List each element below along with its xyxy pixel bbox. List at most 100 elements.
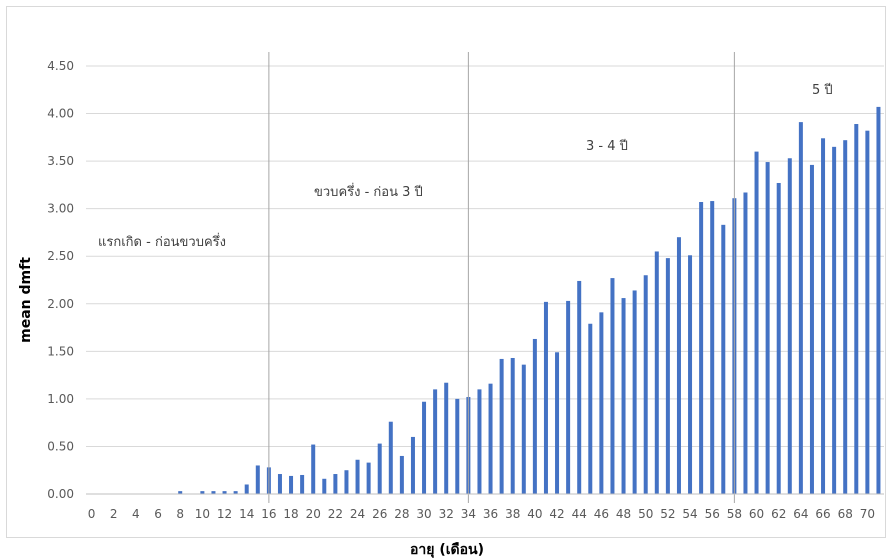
x-axis-ticks: 0 2 4 6 8 10 12 14 16 18 20 22 24 26 28 30 32 34 36 38 40 42 4… — [88, 507, 875, 521]
x-tick-label: 6 — [154, 507, 162, 521]
x-tick-label: 20 — [306, 507, 321, 521]
bar — [865, 130, 870, 495]
bar — [322, 478, 327, 494]
x-tick-label: 10 — [195, 507, 210, 521]
bar — [233, 491, 238, 494]
bar — [178, 491, 183, 494]
y-tick-label: 0.00 — [47, 487, 74, 501]
bar — [610, 278, 615, 494]
bar — [399, 455, 404, 494]
x-tick-label: 62 — [771, 507, 786, 521]
x-tick-label: 64 — [793, 507, 808, 521]
bar — [211, 491, 216, 494]
bar — [366, 462, 371, 494]
y-tick-label: 4.50 — [47, 59, 74, 73]
x-tick-label: 68 — [838, 507, 853, 521]
bar — [555, 352, 560, 494]
bar — [410, 436, 415, 494]
x-tick-label: 34 — [461, 507, 476, 521]
bar — [798, 122, 803, 495]
bar — [355, 459, 360, 494]
age-group-dividers — [268, 52, 735, 503]
x-tick-label: 54 — [682, 507, 697, 521]
x-tick-label: 0 — [88, 507, 96, 521]
x-tick-label: 32 — [439, 507, 454, 521]
age-group-annotations: แรกเกิด - ก่อนขวบครึ่ง ขวบครึ่ง - ก่อน 3 … — [98, 82, 833, 250]
age-group-label: 5 ปี — [812, 82, 833, 98]
y-axis-ticks: 0.00 0.50 1.00 1.50 2.00 2.50 3.00 3.50 4.00 4.50 — [47, 59, 74, 501]
x-tick-label: 12 — [217, 507, 232, 521]
bar — [654, 251, 659, 494]
y-tick-label: 0.50 — [47, 439, 74, 453]
x-tick-label: 30 — [416, 507, 431, 521]
y-tick-label: 2.50 — [47, 249, 74, 263]
bar — [566, 300, 571, 494]
age-group-label: ขวบครึ่ง - ก่อน 3 ปี — [314, 183, 423, 200]
bar — [289, 475, 294, 494]
bar — [743, 192, 748, 494]
y-tick-label: 3.00 — [47, 202, 74, 216]
bar — [521, 364, 526, 494]
bar — [244, 484, 249, 494]
bar — [676, 237, 681, 494]
bar — [455, 398, 460, 494]
x-tick-label: 60 — [749, 507, 764, 521]
bar — [632, 290, 637, 494]
bar — [277, 474, 282, 494]
x-tick-label: 66 — [815, 507, 830, 521]
bar — [765, 162, 770, 494]
bar — [854, 124, 859, 495]
x-tick-label: 46 — [594, 507, 609, 521]
x-tick-label: 50 — [638, 507, 653, 521]
age-group-label: แรกเกิด - ก่อนขวบครึ่ง — [98, 233, 226, 250]
x-tick-label: 4 — [132, 507, 140, 521]
bar — [311, 444, 316, 494]
bar — [577, 280, 582, 494]
y-tick-label: 3.50 — [47, 154, 74, 168]
x-tick-label: 44 — [572, 507, 587, 521]
x-tick-label: 14 — [239, 507, 254, 521]
bar — [477, 389, 482, 494]
x-tick-label: 22 — [328, 507, 343, 521]
x-tick-label: 16 — [261, 507, 276, 521]
bar — [377, 443, 382, 494]
bar — [699, 202, 704, 494]
bar — [543, 301, 548, 494]
bar — [333, 474, 338, 494]
x-tick-label: 48 — [616, 507, 631, 521]
x-tick-label: 26 — [372, 507, 387, 521]
bar — [300, 474, 305, 494]
y-tick-label: 1.00 — [47, 392, 74, 406]
x-tick-label: 38 — [505, 507, 520, 521]
bar — [200, 491, 205, 494]
y-tick-label: 2.00 — [47, 297, 74, 311]
x-tick-label: 40 — [527, 507, 542, 521]
x-tick-label: 8 — [176, 507, 184, 521]
bar — [588, 323, 593, 494]
x-tick-label: 52 — [660, 507, 675, 521]
x-tick-label: 24 — [350, 507, 365, 521]
y-axis-title: mean dmft — [18, 257, 34, 343]
bar — [532, 338, 537, 494]
bar — [710, 201, 715, 494]
bar — [787, 158, 792, 494]
bar — [643, 275, 648, 494]
bar — [809, 164, 814, 494]
bars — [178, 106, 881, 495]
bar — [433, 389, 438, 494]
bar — [444, 382, 449, 494]
bar — [665, 258, 670, 494]
x-tick-label: 36 — [483, 507, 498, 521]
bar — [344, 470, 349, 494]
bar — [255, 465, 260, 494]
x-tick-label: 28 — [394, 507, 409, 521]
gridlines — [86, 65, 884, 447]
y-tick-label: 1.50 — [47, 344, 74, 358]
bar — [832, 146, 837, 494]
bar — [721, 224, 726, 494]
bar — [388, 421, 393, 494]
bar — [621, 298, 626, 494]
bar — [510, 357, 515, 494]
age-group-label: 3 - 4 ปี — [586, 138, 628, 154]
x-tick-label: 56 — [705, 507, 720, 521]
